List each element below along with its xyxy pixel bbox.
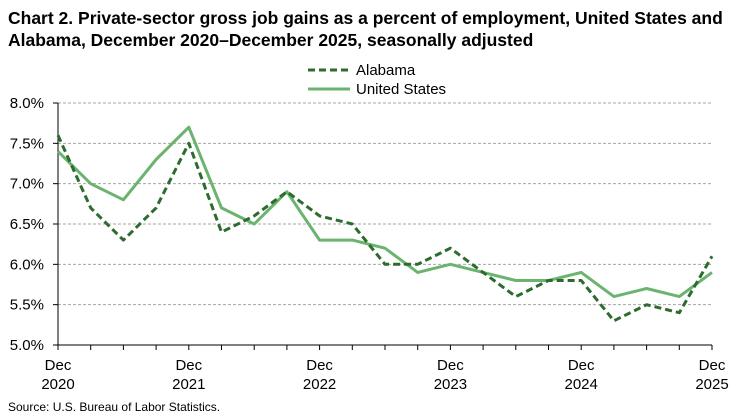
y-tick-label: 6.0% bbox=[10, 256, 44, 273]
series-lines bbox=[56, 125, 714, 323]
y-tick-label: 8.0% bbox=[10, 95, 44, 112]
x-tick-label-year: 2025 bbox=[695, 376, 728, 393]
legend-label: Alabama bbox=[356, 62, 416, 79]
y-tick-label: 5.5% bbox=[10, 297, 44, 314]
x-tick-label-month: Dec bbox=[437, 357, 464, 374]
y-tick-label: 6.5% bbox=[10, 216, 44, 233]
x-tick-label-month: Dec bbox=[175, 357, 202, 374]
x-tick-label-month: Dec bbox=[568, 357, 595, 374]
series-line-alabama bbox=[56, 134, 714, 323]
x-tick-label-month: Dec bbox=[306, 357, 333, 374]
x-tick-label-year: 2023 bbox=[434, 376, 467, 393]
y-tick-label: 5.0% bbox=[10, 337, 44, 354]
y-axis-ticks: 5.0% 5.5% 6.0% 6.5% 7.0% 7.5% 8.0% bbox=[10, 95, 58, 354]
x-tick-label-month: Dec bbox=[699, 357, 726, 374]
x-tick-label-month: Dec bbox=[45, 357, 72, 374]
x-tick-label-year: 2022 bbox=[303, 376, 336, 393]
x-tick-label-year: 2020 bbox=[41, 376, 74, 393]
line-chart: 5.0% 5.5% 6.0% 6.5% 7.0% 7.5% 8.0% Dec 2020 Dec 2… bbox=[10, 62, 729, 393]
x-tick-label-year: 2024 bbox=[565, 376, 598, 393]
series-line-united-states bbox=[56, 125, 713, 299]
source-note: Source: U.S. Bureau of Labor Statistics. bbox=[8, 400, 221, 414]
x-axis-ticks: Dec 2020 Dec 2021 Dec 2022 Dec 2023 Dec 2024 Dec 20… bbox=[41, 345, 729, 393]
chart-title: Chart 2. Private-sector gross job gains … bbox=[8, 8, 723, 50]
y-tick-label: 7.5% bbox=[10, 135, 44, 152]
legend-label: United States bbox=[356, 81, 446, 98]
gridlines bbox=[58, 102, 712, 306]
x-tick-label-year: 2021 bbox=[172, 376, 205, 393]
legend: Alabama United States bbox=[308, 62, 446, 98]
y-tick-label: 7.0% bbox=[10, 176, 44, 193]
